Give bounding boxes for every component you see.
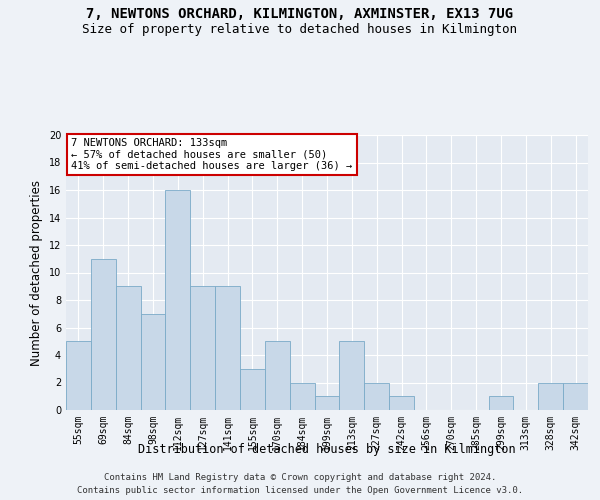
Bar [240,369,265,410]
Bar [563,382,588,410]
Bar [314,396,340,410]
Bar [215,286,240,410]
Bar [488,396,514,410]
Text: Distribution of detached houses by size in Kilmington: Distribution of detached houses by size … [138,442,516,456]
Text: 7, NEWTONS ORCHARD, KILMINGTON, AXMINSTER, EX13 7UG: 7, NEWTONS ORCHARD, KILMINGTON, AXMINSTE… [86,8,514,22]
Bar [166,190,190,410]
Bar [538,382,563,410]
Bar [290,382,314,410]
Text: Contains HM Land Registry data © Crown copyright and database right 2024.
Contai: Contains HM Land Registry data © Crown c… [77,474,523,495]
Bar [91,259,116,410]
Bar [190,286,215,410]
Bar [340,341,364,410]
Text: Size of property relative to detached houses in Kilmington: Size of property relative to detached ho… [83,22,517,36]
Bar [140,314,166,410]
Bar [66,341,91,410]
Y-axis label: Number of detached properties: Number of detached properties [30,180,43,366]
Bar [389,396,414,410]
Bar [265,341,290,410]
Bar [364,382,389,410]
Bar [116,286,140,410]
Text: 7 NEWTONS ORCHARD: 133sqm
← 57% of detached houses are smaller (50)
41% of semi-: 7 NEWTONS ORCHARD: 133sqm ← 57% of detac… [71,138,352,171]
